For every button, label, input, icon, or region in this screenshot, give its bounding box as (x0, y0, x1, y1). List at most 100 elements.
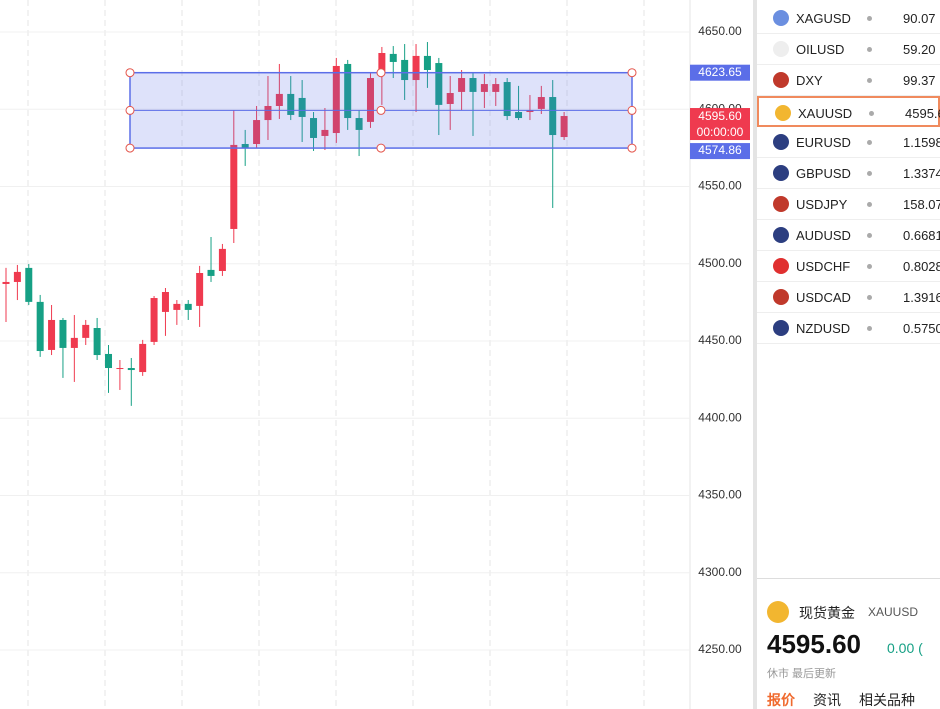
candle-body (435, 63, 443, 105)
price: 1.3374 (903, 166, 940, 181)
price: 0.6681 (903, 228, 940, 243)
price: 1.1598 (903, 135, 940, 150)
flag-icon (773, 320, 789, 336)
candle-body (344, 63, 352, 119)
range-top-tag (690, 64, 750, 81)
symbol: DXY (796, 73, 823, 88)
detail-status: 休市 最后更新 (767, 668, 837, 680)
symbol: EURUSD (796, 135, 851, 150)
watchlist-row[interactable]: USDCHF 0.8028 (757, 251, 940, 282)
y-tick-label: 4550.00 (698, 179, 742, 193)
candle-body (492, 84, 500, 92)
watchlist-row[interactable]: EURUSD 1.1598 (757, 127, 940, 158)
candle-body (412, 55, 420, 81)
candle-body (139, 343, 147, 373)
candle-body (150, 298, 158, 342)
candle-body (515, 112, 523, 119)
candle-body (378, 52, 386, 73)
tab[interactable]: 报价 (767, 692, 795, 708)
price: 99.37 (903, 73, 936, 88)
candle-body (25, 267, 33, 302)
watchlist-row[interactable]: NZDUSD 0.5750 (757, 313, 940, 344)
candle-body (401, 59, 409, 81)
countdown: 00:00:00 (697, 125, 744, 139)
watchlist-row[interactable]: USDJPY 158.07 (757, 189, 940, 220)
price-tag (690, 108, 750, 141)
range-handle (376, 105, 386, 115)
price: 0.8028 (903, 259, 940, 274)
candle-body (310, 118, 318, 138)
candle-body (59, 319, 67, 348)
range-handle (627, 68, 637, 78)
symbol: USDCAD (796, 290, 851, 305)
flag-icon (773, 227, 789, 243)
watchlist-row[interactable]: OILUSD 59.20 (757, 34, 940, 65)
candle-body (241, 143, 249, 149)
tab[interactable]: 资讯 (813, 692, 841, 708)
status-dot (867, 47, 872, 52)
candle-body (321, 129, 329, 136)
status-dot (867, 140, 872, 145)
watchlist-row[interactable]: XAGUSD 90.07 (757, 3, 940, 34)
chart: 4250.00 4300.00 4350.00 4400.00 4450.00 4500.… (0, 0, 757, 709)
candle-body (218, 248, 226, 271)
range-bottom-tag (690, 143, 750, 160)
watchlist-row[interactable]: GBPUSD 1.3374 (757, 158, 940, 189)
tab[interactable]: 相关品种 (859, 692, 915, 708)
candle-body (161, 292, 169, 312)
flag-icon (773, 258, 789, 274)
range-bottom-label: 4574.86 (698, 143, 742, 157)
watchlist-row[interactable]: XAUUSD 4595.6 (757, 96, 940, 127)
candle-body (184, 303, 192, 310)
detail-name: 现货黄金 (799, 605, 855, 621)
candle-body (275, 93, 283, 106)
watchlist-row[interactable]: DXY 99.37 (757, 65, 940, 96)
candle-body (480, 84, 488, 92)
candle-body (423, 55, 431, 70)
y-tick-label: 4500.00 (698, 256, 742, 270)
price: 4595.6 (905, 106, 940, 121)
flag-icon (773, 10, 789, 26)
detail-change: 0.00 ( (887, 640, 923, 656)
candle-body (13, 271, 21, 282)
candle-body (105, 353, 113, 369)
candle-body (298, 97, 306, 117)
detail-price: 4595.60 (767, 629, 861, 659)
candle-body (458, 78, 466, 92)
price: 0.5750 (903, 321, 940, 336)
symbol: XAGUSD (796, 11, 851, 26)
watchlist-row[interactable]: AUDUSD 0.6681 (757, 220, 940, 251)
range-handle (125, 143, 135, 153)
candle-body (366, 78, 374, 122)
y-tick-label: 4300.00 (698, 565, 742, 579)
price: 1.3916 (903, 290, 940, 305)
flag-icon (773, 134, 789, 150)
candle-body (48, 319, 56, 350)
status-dot (869, 111, 874, 116)
candle-body (537, 97, 545, 109)
flag-icon (773, 165, 789, 181)
candle-body (127, 368, 135, 371)
gold-icon (767, 601, 789, 623)
range-handle (627, 143, 637, 153)
status-dot (867, 16, 872, 21)
candle-body (253, 120, 261, 144)
candle-body (93, 328, 101, 356)
candle-body (264, 105, 272, 121)
range-handle (627, 105, 637, 115)
candle-body (173, 303, 181, 310)
status-dot (867, 264, 872, 269)
candle-body (503, 82, 511, 117)
symbol: NZDUSD (796, 321, 851, 336)
status-dot (867, 233, 872, 238)
detail-panel: 现货黄金 XAUUSD 4595.60 0.00 ( 休市 最后更新 报价 资讯… (757, 578, 940, 709)
candle-body (355, 118, 363, 130)
candle-body (196, 273, 204, 306)
status-dot (867, 295, 872, 300)
status-dot (867, 171, 872, 176)
watchlist-row[interactable]: USDCAD 1.3916 (757, 282, 940, 313)
candle-body (389, 53, 397, 62)
flag-icon (775, 105, 791, 121)
candle-body (469, 78, 477, 92)
candle-body (2, 281, 10, 284)
